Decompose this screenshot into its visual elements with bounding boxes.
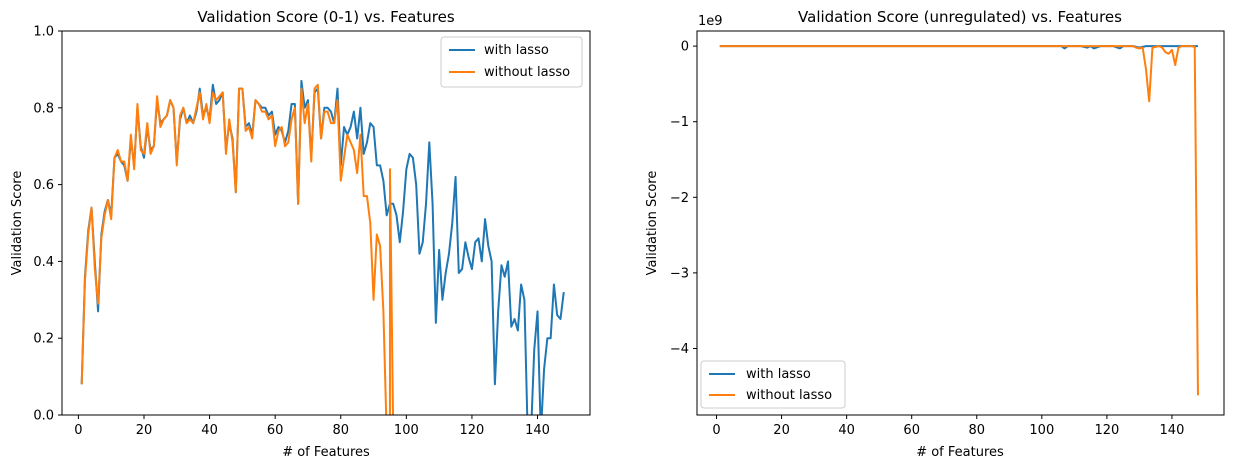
legend-label-without-lasso: without lasso [746,388,832,403]
y-tick-label: 0.6 [33,178,54,193]
y-axis-label: Validation Score [10,171,25,276]
x-tick-label: 140 [1160,423,1185,438]
y-tick-label: 0.4 [33,255,54,270]
y-tick-label: 0.8 [33,101,54,116]
x-tick-label: 60 [267,423,284,438]
x-tick-label: 120 [1094,423,1119,438]
x-tick-label: 20 [773,423,790,438]
x-tick-label: 100 [394,423,419,438]
chart-title: Validation Score (0-1) vs. Features [197,8,454,26]
x-axis-label: # of Features [916,445,1004,460]
y-tick-label: −3 [670,266,689,281]
y-axis-label: Validation Score [645,171,660,276]
x-tick-label: 120 [460,423,485,438]
axes-frame [696,30,1225,416]
x-axis-label: # of Features [282,445,370,460]
legend-label-with-lasso: with lasso [746,367,811,382]
legend-label-without-lasso: without lasso [484,65,570,80]
y-tick-label: 0 [681,40,689,55]
y-axis-offset-text: 1e9 [698,14,723,29]
legend-box [700,360,846,409]
x-tick-label: 0 [74,423,82,438]
x-tick-label: 60 [903,423,920,438]
x-tick-label: 0 [712,423,720,438]
axes-frame [61,30,591,416]
y-tick-label: −1 [670,115,689,130]
x-tick-label: 80 [332,423,349,438]
legend-label-with-lasso: with lasso [484,43,549,58]
y-tick-label: −2 [670,191,689,206]
x-tick-label: 40 [838,423,855,438]
chart-validation-score-unregulated: Validation Score (unregulated) vs. Featu… [645,8,1225,460]
x-tick-label: 80 [968,423,985,438]
legend-box [440,36,583,88]
y-tick-label: 0.2 [33,332,54,347]
x-tick-label: 40 [201,423,218,438]
x-tick-label: 140 [525,423,550,438]
x-tick-label: 100 [1029,423,1054,438]
y-tick-label: 0.0 [33,409,54,424]
y-tick-label: −4 [670,342,689,357]
chart-validation-score-0-1: Validation Score (0-1) vs. Features # of… [10,8,591,460]
chart-title: Validation Score (unregulated) vs. Featu… [798,8,1122,26]
y-tick-label: 1.0 [33,25,54,40]
series-line-without-lasso [719,45,1199,396]
x-tick-label: 20 [136,423,153,438]
series-line-without-lasso [80,83,394,415]
